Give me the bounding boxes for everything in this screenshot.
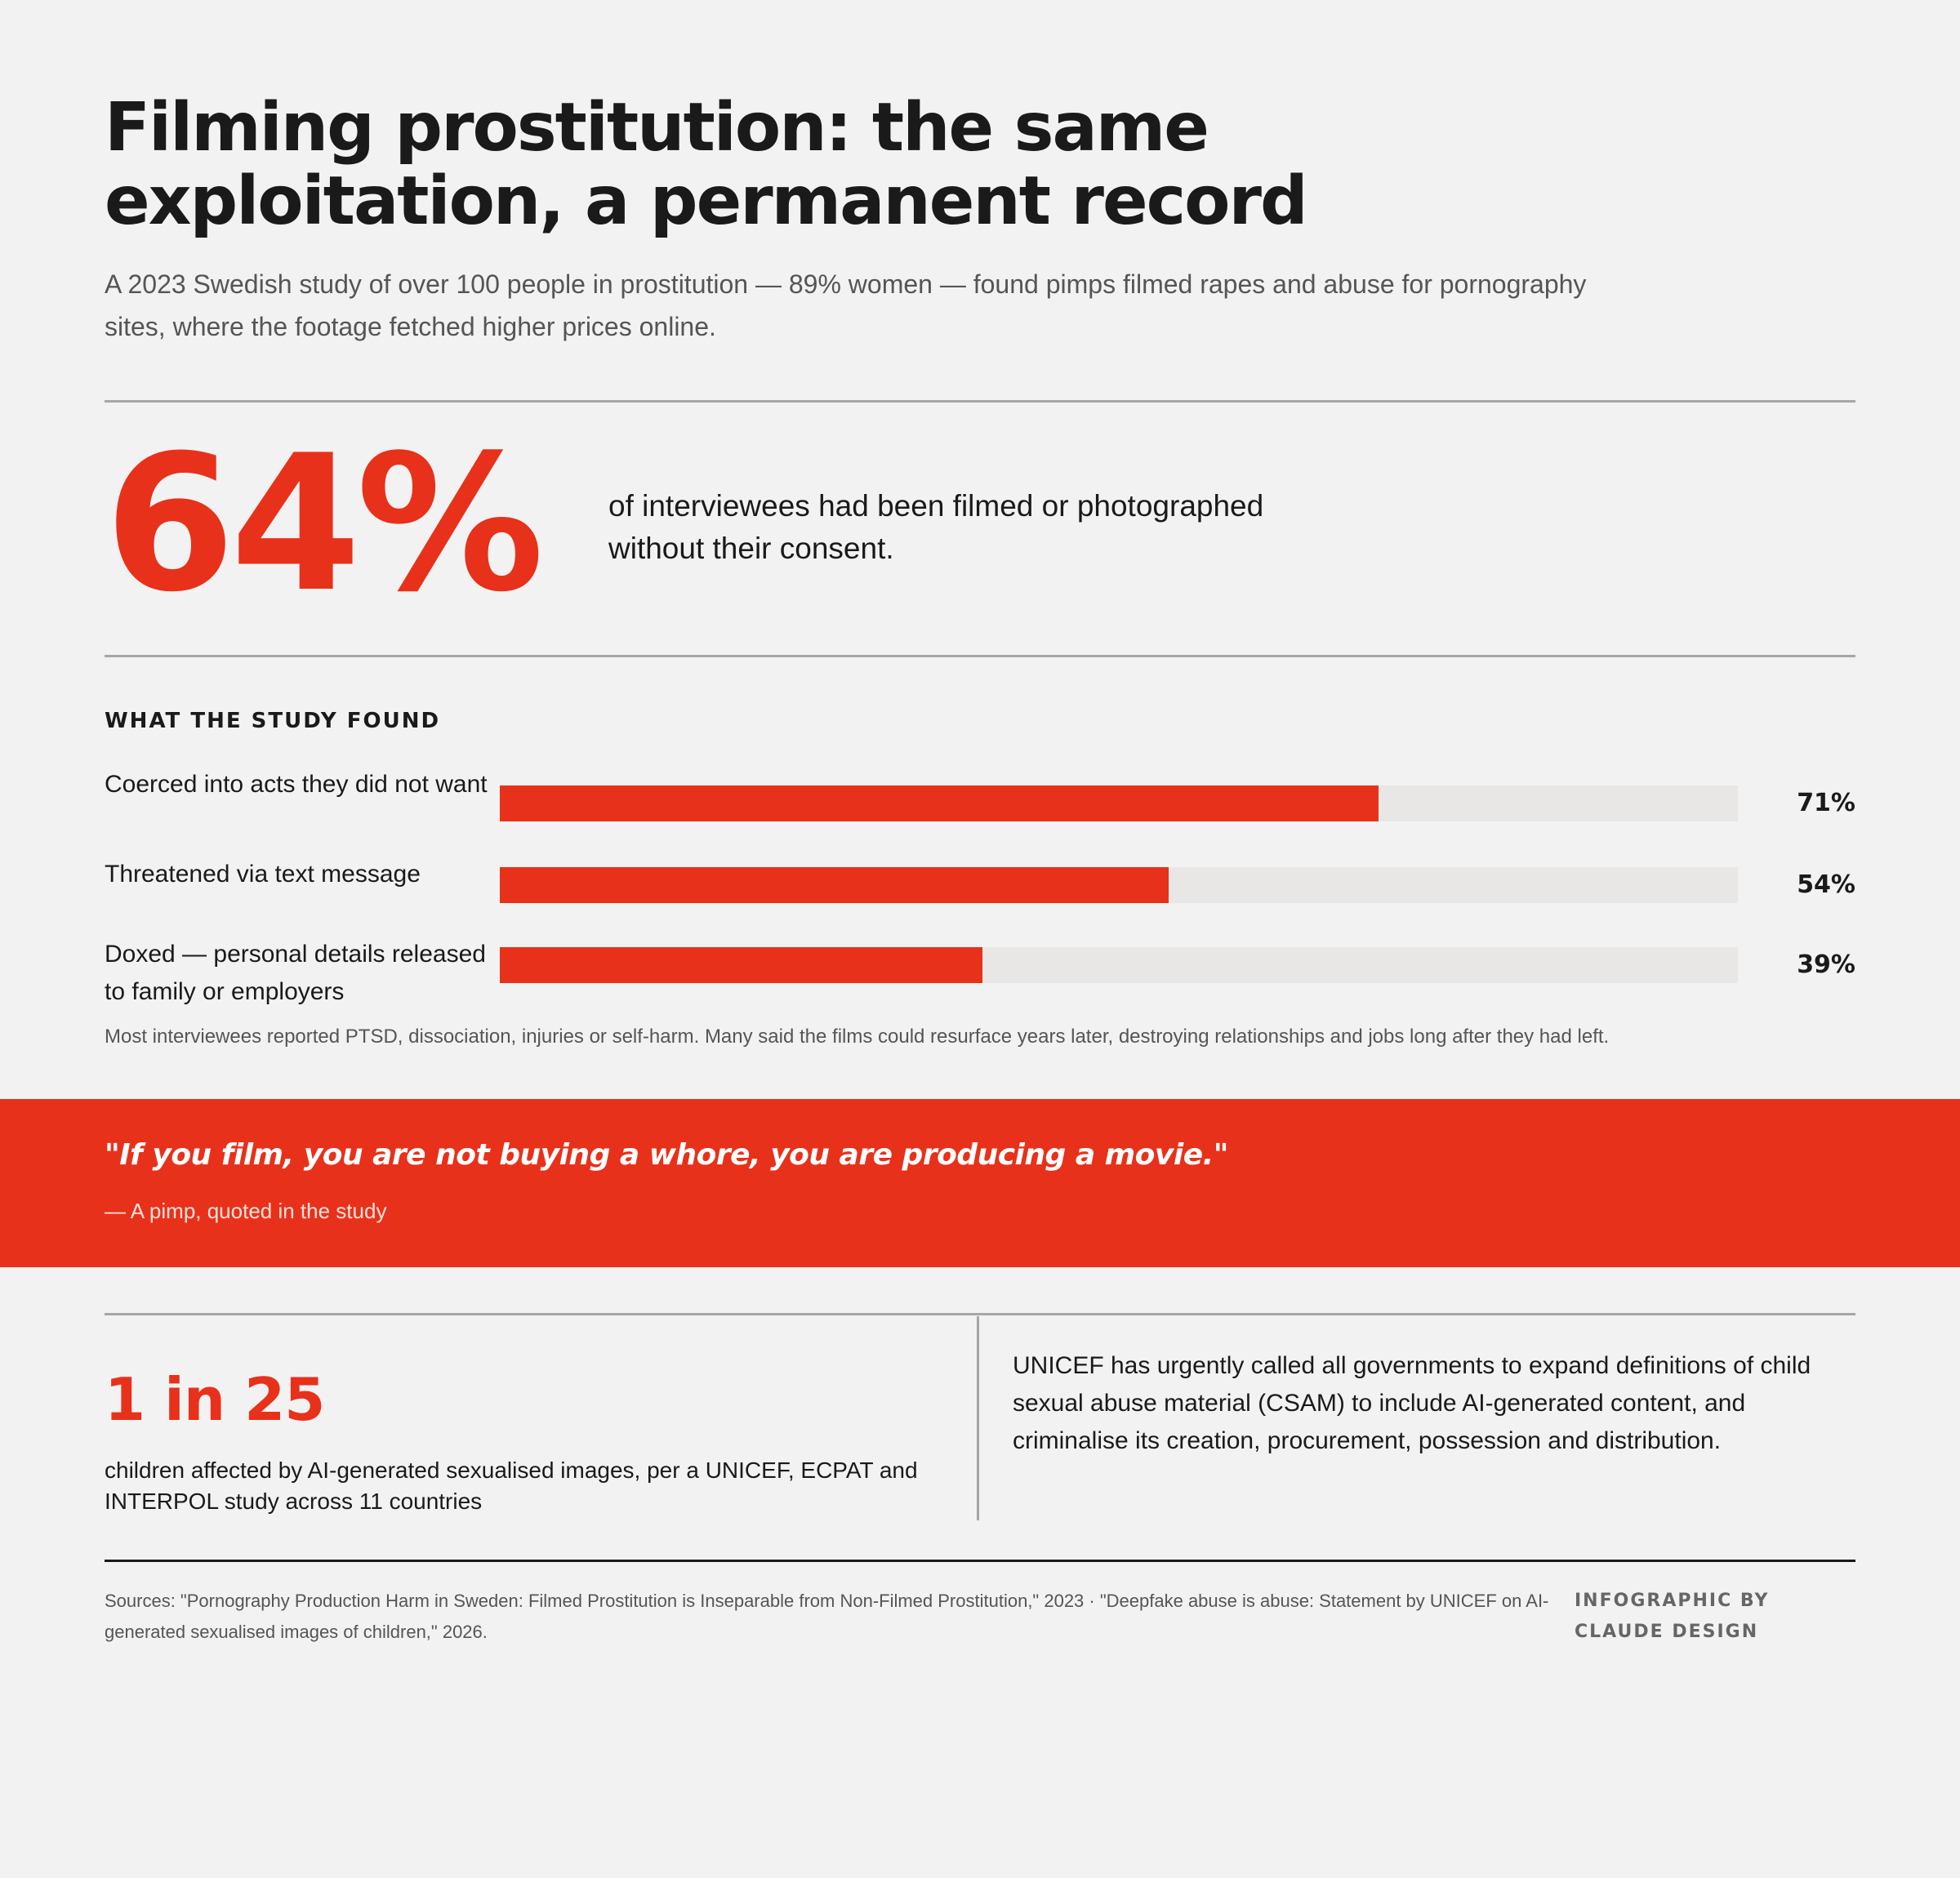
- bar-fill: [500, 947, 983, 983]
- secondary-stat-description: children affected by AI-generated sexual…: [105, 1457, 918, 1514]
- bar-value-label: 54%: [1797, 870, 1855, 899]
- bar-value-label: 39%: [1797, 950, 1855, 979]
- bar-track: [500, 867, 1738, 903]
- page-title: Filming prostitution: the same exploitat…: [105, 89, 1308, 240]
- column-divider: [977, 1316, 979, 1520]
- headline-stat-description: of interviewees had been filmed or photo…: [608, 489, 1264, 565]
- bar-label: Coerced into acts they did not want: [105, 771, 488, 798]
- bar-track: [500, 785, 1738, 821]
- page-subtitle: A 2023 Swedish study of over 100 people …: [105, 269, 1587, 341]
- study-note: Most interviewees reported PTSD, dissoci…: [105, 1026, 1610, 1048]
- sources-text: Sources: "Pornography Production Harm in…: [105, 1591, 1549, 1642]
- bar-fill: [500, 785, 1379, 821]
- divider-top: [105, 400, 1855, 403]
- headline-stat-value: 64%: [105, 416, 545, 634]
- divider-middle: [105, 655, 1855, 657]
- bar-value-label: 71%: [1797, 789, 1855, 817]
- bar-label: Threatened via text message: [105, 861, 421, 888]
- chart-title: WHAT THE STUDY FOUND: [105, 709, 441, 733]
- unicef-statement: UNICEF has urgently called all governmen…: [1013, 1352, 1811, 1454]
- divider-footer: [105, 1560, 1855, 1562]
- quote-attribution: — A pimp, quoted in the study: [105, 1199, 387, 1223]
- bar-fill: [500, 867, 1169, 903]
- secondary-stat-value: 1 in 25: [105, 1365, 325, 1434]
- divider-lower: [105, 1313, 1855, 1315]
- bar-label: Doxed — personal details released to fam…: [105, 941, 486, 1005]
- quote-band: "If you film, you are not buying a whore…: [0, 1099, 1960, 1267]
- credit-text: Infographic by Claude Design: [1575, 1591, 1770, 1642]
- bar-track: [500, 947, 1738, 983]
- quote-text: "If you film, you are not buying a whore…: [105, 1138, 1229, 1172]
